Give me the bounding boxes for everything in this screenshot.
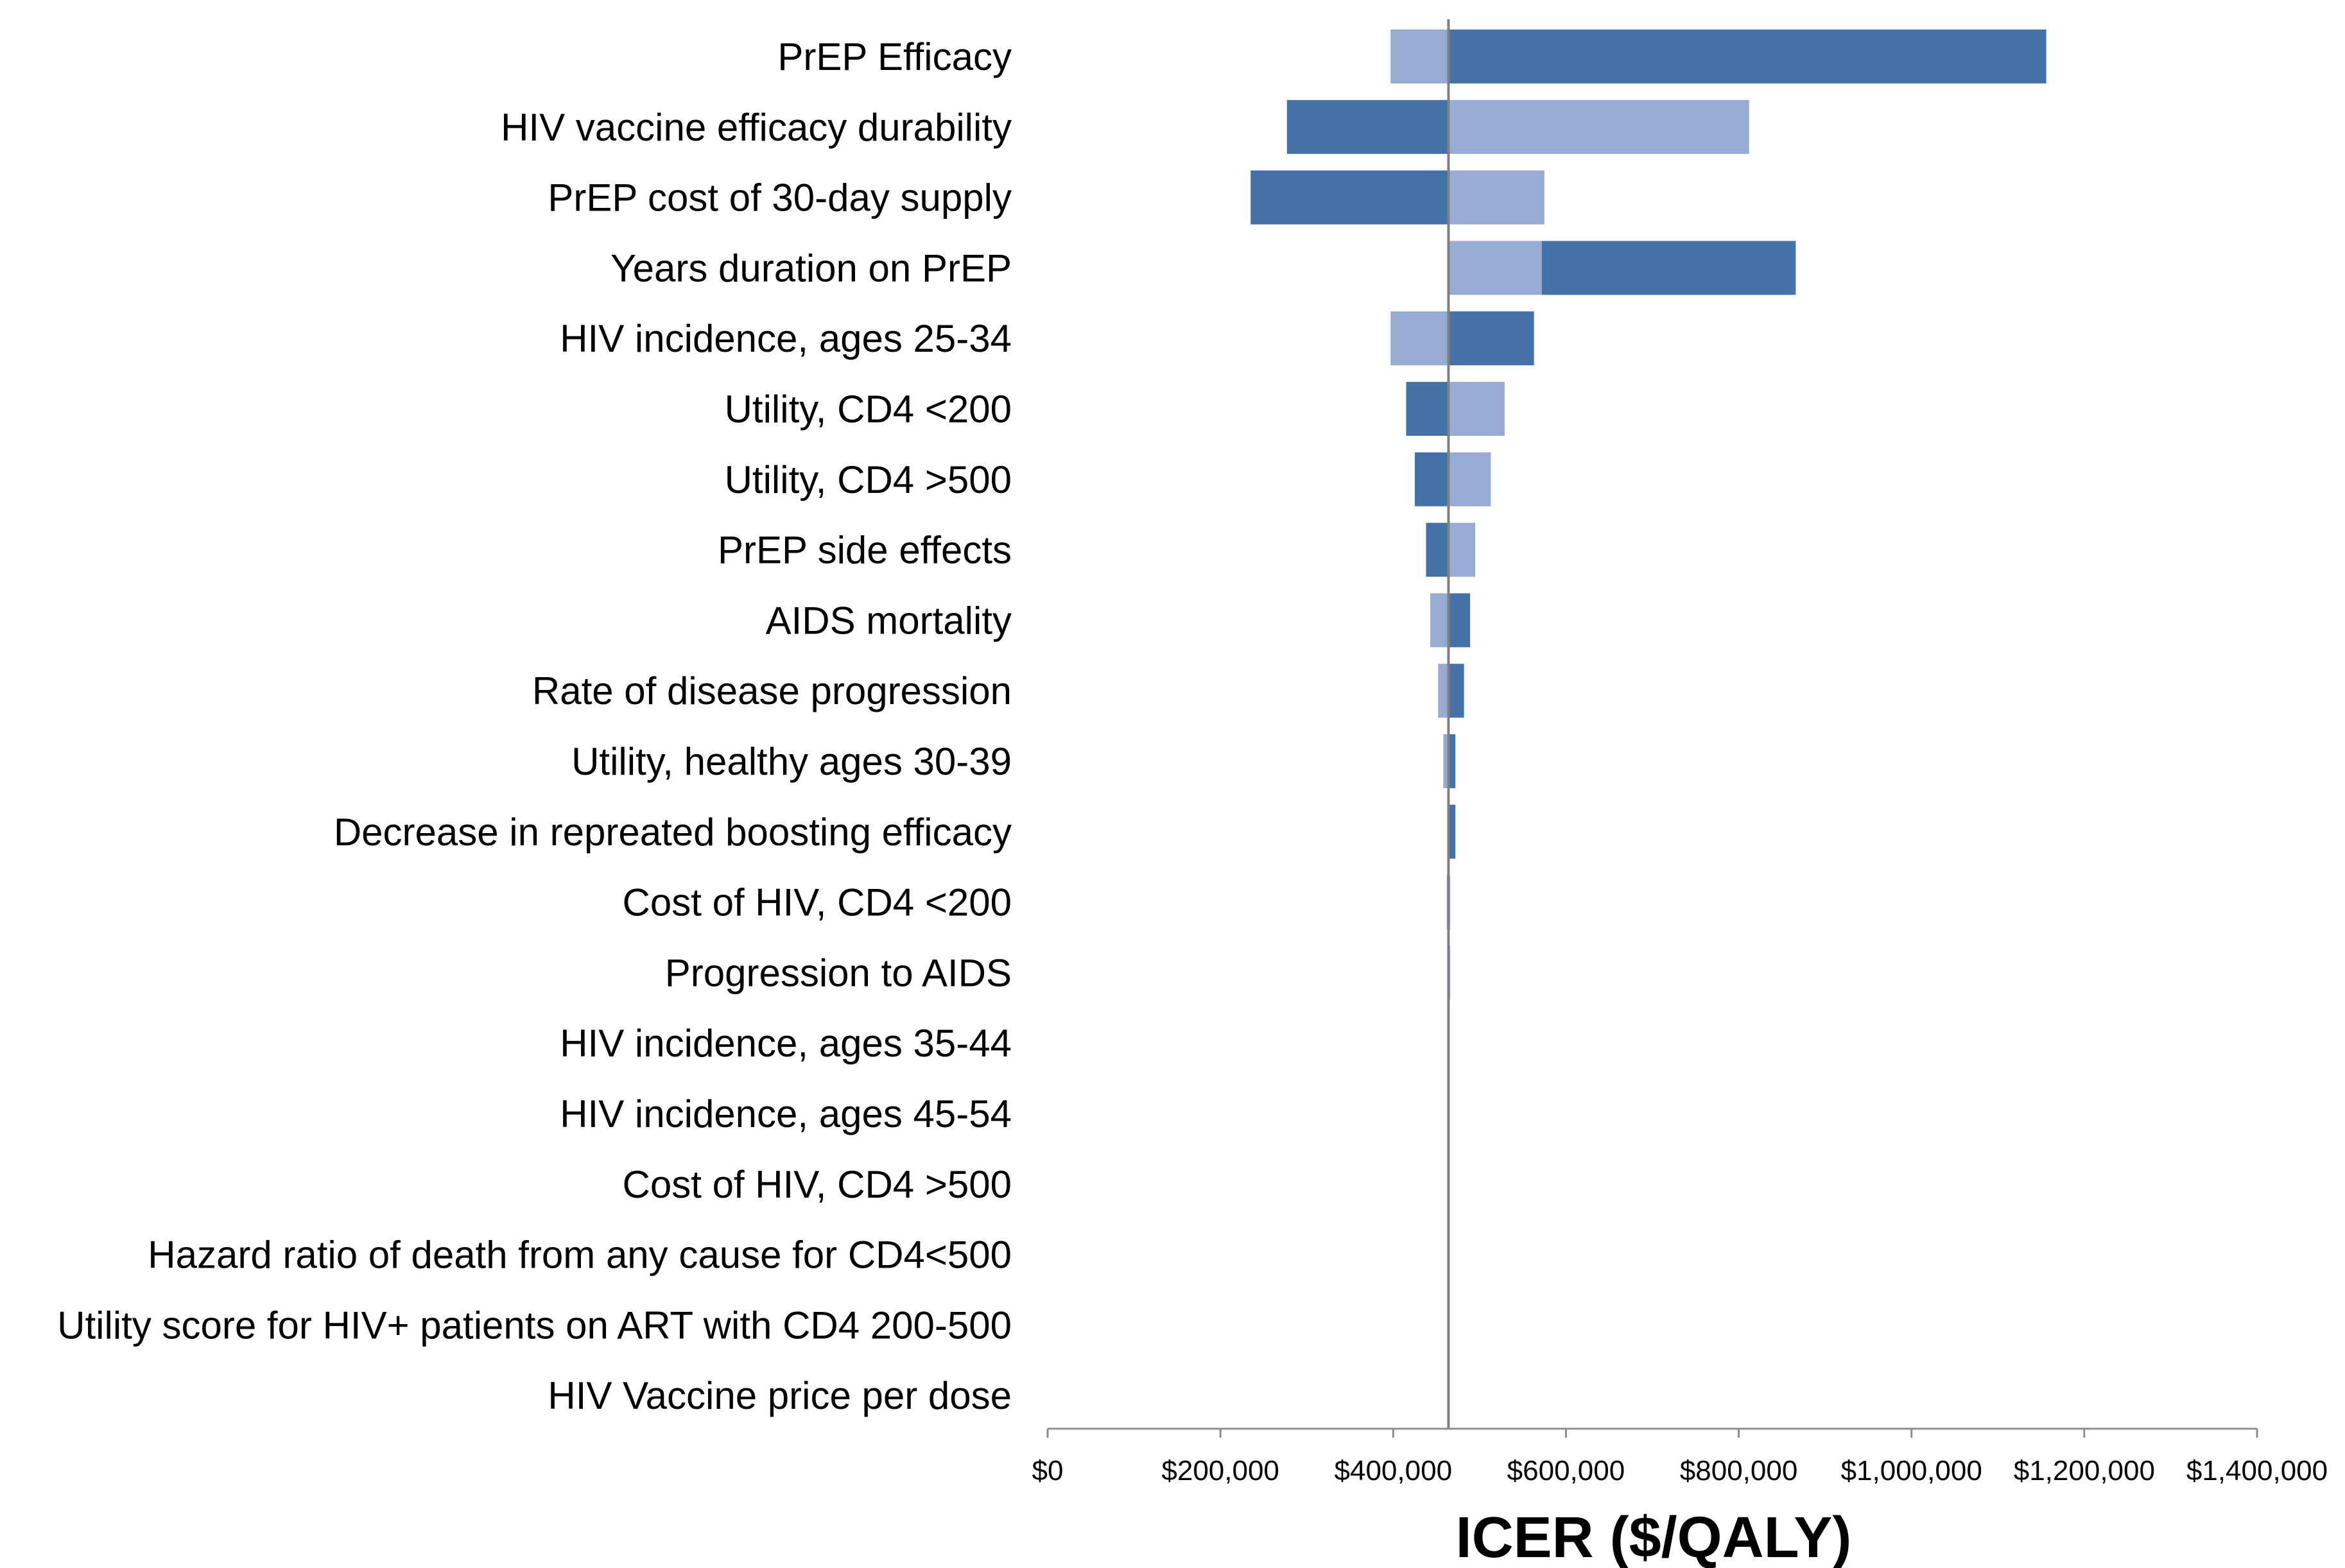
- category-label: HIV Vaccine price per dose: [548, 1374, 1012, 1417]
- bar-dark-7: [1426, 522, 1449, 577]
- bar-dark-0: [1448, 30, 2046, 83]
- category-label: AIDS mortality: [766, 599, 1012, 642]
- category-label: PrEP Efficacy: [777, 35, 1012, 78]
- bar-dark-8: [1448, 593, 1471, 648]
- category-label: Years duration on PrEP: [610, 246, 1012, 289]
- bar-light-5: [1448, 382, 1505, 436]
- x-axis-title: ICER ($/QALY): [1456, 1506, 1852, 1568]
- category-label: Utility, CD4 <200: [725, 388, 1012, 431]
- category-label: Cost of HIV, CD4 >500: [623, 1163, 1012, 1206]
- x-tick-label: $1,400,000: [2186, 1455, 2328, 1486]
- category-label: Rate of disease progression: [532, 669, 1012, 712]
- bar-light-6: [1448, 452, 1491, 506]
- category-label: PrEP side effects: [718, 529, 1012, 572]
- bar-light-2: [1448, 170, 1545, 225]
- bar-light-3: [1448, 241, 1542, 295]
- category-label: PrEP cost of 30-day supply: [548, 177, 1012, 220]
- bar-dark-5: [1406, 382, 1449, 436]
- x-axis-ticks: $0 $200,000 $400,000 $600,000 $800,000 $1,000…: [1032, 1429, 2328, 1486]
- category-label: Progression to AIDS: [665, 951, 1012, 994]
- category-label: Cost of HIV, CD4 <200: [623, 881, 1012, 924]
- category-label: Hazard ratio of death from any cause for…: [148, 1234, 1012, 1277]
- bar-light-4: [1390, 311, 1449, 366]
- category-label: Utility, healthy ages 30-39: [571, 740, 1012, 783]
- category-label: HIV incidence, ages 35-44: [560, 1022, 1012, 1065]
- x-tick-label: $0: [1032, 1455, 1064, 1486]
- bars-layer: [1250, 30, 2046, 1071]
- x-tick-label: $1,200,000: [2014, 1455, 2155, 1486]
- category-label: HIV vaccine efficacy durability: [501, 106, 1012, 149]
- bar-light-7: [1448, 522, 1476, 577]
- x-tick-label: $400,000: [1335, 1455, 1453, 1486]
- bar-dark-10: [1448, 734, 1456, 788]
- category-label: HIV incidence, ages 45-54: [560, 1092, 1012, 1135]
- category-labels: PrEP Efficacy HIV vaccine efficacy durabi…: [57, 35, 1012, 1417]
- bar-dark-3: [1541, 241, 1796, 295]
- bar-dark-4: [1448, 311, 1534, 366]
- category-label: Utility, CD4 >500: [725, 458, 1012, 501]
- category-label: Decrease in repreated boosting efficacy: [334, 811, 1012, 854]
- bar-dark-11: [1448, 804, 1456, 859]
- bar-light-0: [1390, 30, 1449, 83]
- bar-dark-6: [1414, 452, 1449, 506]
- bar-light-8: [1430, 593, 1449, 648]
- bar-dark-9: [1448, 664, 1464, 718]
- category-label: Utility score for HIV+ patients on ART w…: [57, 1304, 1012, 1347]
- bar-light-1: [1448, 99, 1749, 154]
- x-tick-label: $800,000: [1680, 1455, 1798, 1486]
- bar-light-10: [1443, 734, 1449, 788]
- bar-light-9: [1438, 664, 1449, 718]
- bar-dark-1: [1286, 99, 1449, 154]
- bar-dark-2: [1250, 170, 1449, 225]
- x-tick-label: $1,000,000: [1841, 1455, 1982, 1486]
- x-tick-label: $600,000: [1507, 1455, 1625, 1486]
- category-label: HIV incidence, ages 25-34: [560, 317, 1012, 360]
- x-tick-label: $200,000: [1161, 1455, 1279, 1486]
